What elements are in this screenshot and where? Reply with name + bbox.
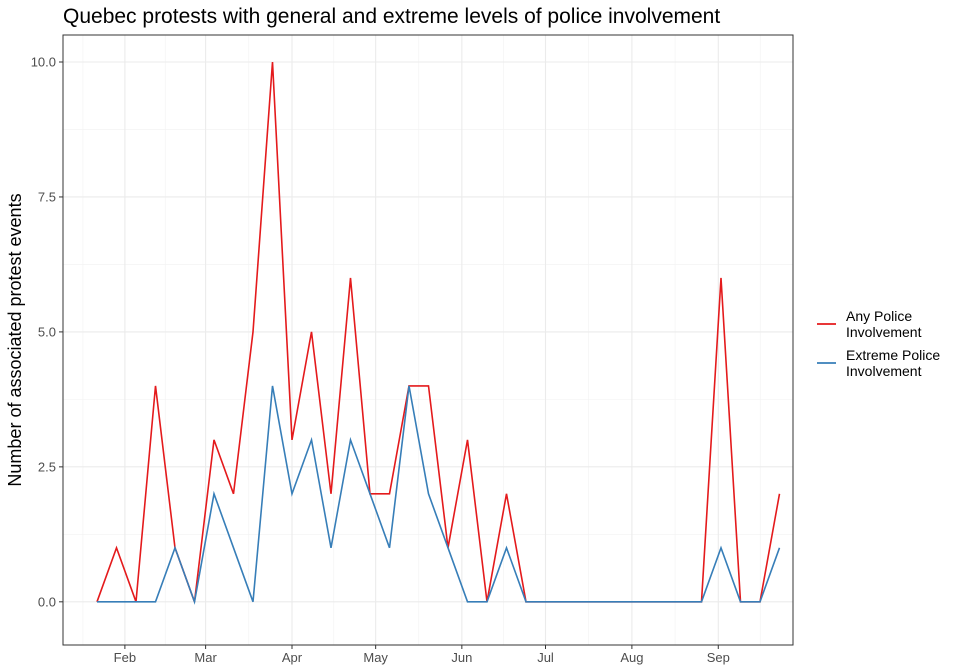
plot-panel: 0.0 2.5 5.0 7.5 10.0 Feb Mar Apr May Jun Jul Aug Sep xyxy=(31,34,794,665)
x-tick-label: Apr xyxy=(282,650,303,665)
x-tick-label: Mar xyxy=(194,650,217,665)
x-tick-label: Jul xyxy=(537,650,554,665)
y-tick-label: 10.0 xyxy=(31,54,56,69)
plot-background xyxy=(63,35,793,645)
legend: Any Police Involvement Extreme Police In… xyxy=(817,308,940,379)
y-axis-label: Number of associated protest events xyxy=(5,193,25,486)
x-tick-label: May xyxy=(363,650,388,665)
x-tick-label: Sep xyxy=(707,650,730,665)
x-tick-label: Aug xyxy=(620,650,643,665)
legend-label-any-police-line2: Involvement xyxy=(846,324,922,340)
y-tick-label: 2.5 xyxy=(38,459,56,474)
legend-label-extreme-police-line2: Involvement xyxy=(846,363,922,379)
y-tick-label: 7.5 xyxy=(38,189,56,204)
plot-border xyxy=(62,34,794,646)
legend-label-extreme-police-line1: Extreme Police xyxy=(846,347,940,363)
x-tick-label: Feb xyxy=(114,650,136,665)
x-tick-label: Jun xyxy=(451,650,472,665)
legend-label-any-police-line1: Any Police xyxy=(846,308,912,324)
series-line-extreme-police xyxy=(97,385,781,605)
chart-title: Quebec protests with general and extreme… xyxy=(63,5,720,28)
y-tick-label: 0.0 xyxy=(38,594,56,609)
y-tick-label: 5.0 xyxy=(38,324,56,339)
